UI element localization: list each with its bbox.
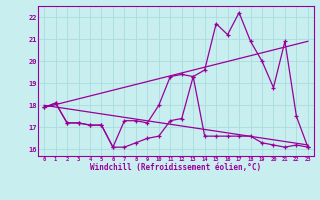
X-axis label: Windchill (Refroidissement éolien,°C): Windchill (Refroidissement éolien,°C) — [91, 163, 261, 172]
